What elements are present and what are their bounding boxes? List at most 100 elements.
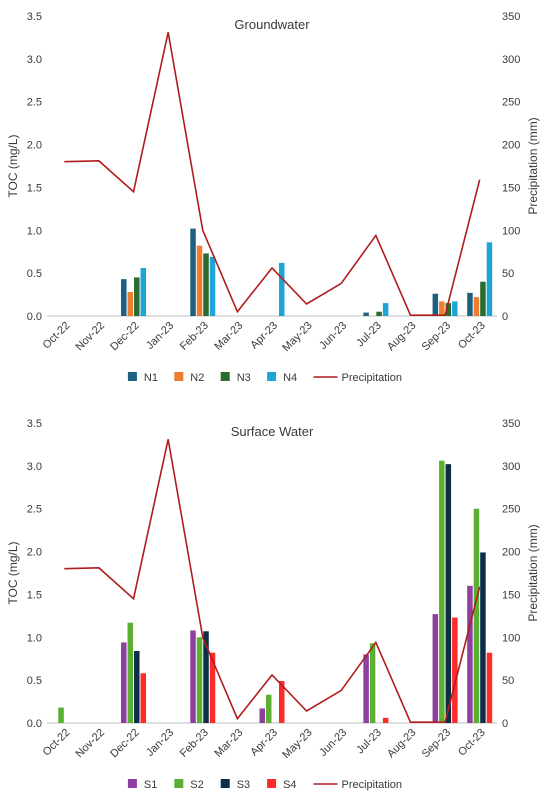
y2-tick-label: 150: [502, 182, 520, 194]
y-tick-label: 0.0: [27, 311, 42, 323]
legend-item-n3: N3: [220, 372, 251, 384]
x-tick-label: Aug-23: [385, 320, 419, 354]
bar-s1: [190, 630, 196, 723]
y2-axis-title: Precipitation (mm): [526, 117, 540, 214]
bar-s1: [467, 585, 473, 723]
bar-s3: [445, 464, 452, 723]
bar-s1: [363, 654, 369, 723]
bar-s4: [452, 617, 458, 723]
chart-title: Groundwater: [234, 17, 310, 32]
x-tick-label: Jul-23: [354, 320, 384, 350]
y2-tick-label: 350: [502, 11, 520, 23]
bar-n2: [439, 301, 445, 316]
legend-label: N3: [237, 372, 251, 384]
bar-n4: [486, 242, 493, 316]
bar-n4: [452, 301, 458, 316]
x-tick-label: Sep-23: [420, 727, 454, 761]
y2-tick-label: 300: [502, 461, 520, 473]
bar-n4: [209, 256, 216, 316]
bar-n1: [190, 228, 196, 316]
bar-s2: [127, 622, 134, 723]
bar-n2: [473, 297, 480, 316]
bar-s2: [58, 707, 64, 723]
y2-tick-label: 150: [502, 589, 520, 601]
bar-n3: [480, 281, 486, 316]
y2-tick-label: 0: [502, 718, 508, 730]
bar-n3: [445, 303, 452, 316]
y-tick-label: 0.5: [27, 675, 42, 687]
chart-title: Surface Water: [231, 424, 314, 439]
legend-label: N2: [190, 372, 204, 384]
x-tick-label: Sep-23: [420, 320, 454, 354]
x-tick-label: Dec-22: [108, 320, 142, 354]
legend-label: S1: [144, 779, 157, 791]
bar-n1: [363, 312, 369, 316]
y2-tick-label: 50: [502, 675, 514, 687]
x-tick-label: May-23: [280, 727, 314, 761]
y-tick-label: 1.0: [27, 632, 42, 644]
x-tick-label: Aug-23: [385, 727, 419, 761]
y-tick-label: 2.0: [27, 547, 42, 559]
bar-s2: [369, 643, 376, 723]
x-tick-label: Nov-22: [73, 727, 107, 761]
bar-s3: [480, 552, 486, 723]
bar-s4: [209, 652, 216, 723]
y-tick-label: 1.0: [27, 225, 42, 237]
legend-item-n1: N1: [127, 372, 158, 384]
x-tick-label: Oct-23: [456, 727, 488, 759]
bar-n2: [127, 292, 134, 316]
x-tick-label: Feb-23: [178, 727, 211, 760]
x-tick-label: Oct-22: [41, 320, 73, 352]
legend-item-n4: N4: [267, 372, 297, 384]
bar-s4: [486, 652, 493, 723]
legend-label: S2: [190, 779, 203, 791]
x-tick-label: Oct-22: [41, 727, 73, 759]
bar-n3: [203, 253, 209, 316]
y-tick-label: 3.5: [27, 11, 42, 23]
bar-n3: [134, 277, 140, 316]
x-tick-label: Mar-23: [212, 320, 245, 353]
y-axis-title: TOC (mg/L): [6, 541, 20, 604]
legend-label: S3: [237, 779, 250, 791]
y2-tick-label: 350: [502, 418, 520, 430]
bar-s4: [279, 681, 285, 723]
y2-tick-label: 50: [502, 268, 514, 280]
y2-tick-label: 250: [502, 97, 520, 109]
legend-label: N4: [283, 372, 297, 384]
bar-s4: [382, 717, 389, 723]
bar-n1: [432, 293, 439, 316]
x-tick-label: Dec-22: [108, 727, 142, 761]
x-tick-label: Jan-23: [144, 727, 176, 759]
bar-s2: [439, 460, 445, 723]
x-tick-label: May-23: [280, 320, 314, 354]
y2-tick-label: 100: [502, 225, 520, 237]
bar-n4: [140, 268, 147, 316]
y-tick-label: 0.0: [27, 718, 42, 730]
x-tick-label: Jun-23: [317, 727, 349, 759]
surface-water-chart: 0.0 0.5 1.0 1.5 2.0 2.5 3.0 3.5 0 50 100 150 200 250 3…: [6, 418, 540, 791]
bar-s2: [473, 508, 480, 723]
bar-s1: [259, 708, 265, 723]
y2-axis-title: Precipitation (mm): [526, 524, 540, 621]
bar-n4: [279, 262, 285, 316]
y2-tick-label: 200: [502, 547, 520, 559]
legend-item-s2: S2: [174, 779, 204, 791]
legend-item-s3: S3: [220, 779, 250, 791]
y-axis-title: TOC (mg/L): [6, 134, 20, 197]
y-tick-label: 0.5: [27, 268, 42, 280]
bar-s2: [196, 637, 203, 723]
y2-tick-label: 200: [502, 140, 520, 152]
legend-item-s1: S1: [127, 779, 157, 791]
x-tick-label: Apr-23: [248, 727, 280, 759]
y-tick-label: 2.0: [27, 140, 42, 152]
bar-s2: [266, 694, 272, 723]
x-tick-label: Oct-23: [456, 320, 488, 352]
y-tick-label: 3.0: [27, 54, 42, 66]
bar-n3: [376, 311, 382, 316]
y2-tick-label: 100: [502, 632, 520, 644]
y-tick-label: 3.0: [27, 461, 42, 473]
x-tick-label: Jan-23: [144, 320, 176, 352]
y-tick-label: 1.5: [27, 182, 42, 194]
y2-tick-label: 0: [502, 311, 508, 323]
